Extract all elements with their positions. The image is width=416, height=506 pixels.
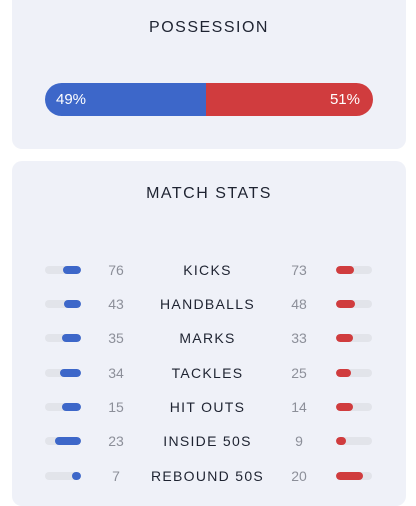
home-stat-bar [45,403,81,411]
away-stat-fill [336,266,354,274]
stat-label: HIT OUTS [169,399,246,415]
home-stat-value: 35 [108,330,124,346]
stat-row-handballs: 43 HANDBALLS 48 [12,294,406,318]
match-stats-card: MATCH STATS 76 KICKS 73 43 HANDBALLS 48 … [12,161,406,506]
home-stat-value: 7 [112,468,120,484]
away-stat-bar [336,266,372,274]
stat-row-rebound-50s: 7 REBOUND 50S 20 [12,466,406,490]
home-stat-fill [64,300,81,308]
home-stat-bar [45,472,81,480]
possession-away-segment: 51% [205,83,373,116]
away-stat-fill [336,369,352,377]
stat-label: MARKS [179,330,236,346]
home-stat-value: 43 [108,296,124,312]
stat-label: INSIDE 50S [163,433,252,449]
stat-row-marks: 35 MARKS 33 [12,328,406,352]
home-stat-bar [45,266,81,274]
home-stat-fill [62,266,81,274]
home-stat-bar [45,334,81,342]
home-stat-fill [62,403,81,411]
home-stat-bar [45,300,81,308]
away-stat-value: 33 [291,330,307,346]
home-stat-value: 34 [108,365,124,381]
stat-label: KICKS [183,262,232,278]
possession-title: POSSESSION [149,19,269,36]
away-stat-fill [336,300,355,308]
stat-label: REBOUND 50S [150,468,265,484]
stat-label: TACKLES [171,365,244,381]
home-stat-value: 15 [108,399,124,415]
stat-row-hit-outs: 15 HIT OUTS 14 [12,397,406,421]
stat-label: HANDBALLS [160,296,255,312]
home-stat-bar [45,437,81,445]
stat-row-tackles: 34 TACKLES 25 [12,363,406,387]
home-stat-bar [45,369,81,377]
away-stat-bar [336,403,372,411]
stat-row-kicks: 76 KICKS 73 [12,260,406,284]
possession-card: POSSESSION 49% 51% [12,0,406,149]
away-stat-value: 20 [291,468,307,484]
away-stat-fill [336,334,354,342]
possession-away-label: 51% [329,91,360,108]
home-stat-fill [71,472,81,480]
away-stat-value: 25 [291,365,307,381]
possession-home-label: 49% [56,91,87,108]
possession-bar: 49% 51% [45,83,373,116]
home-stat-fill [60,369,81,377]
away-stat-value: 48 [291,296,307,312]
away-stat-fill [336,472,363,480]
away-stat-value: 14 [291,399,307,415]
away-stat-bar [336,472,372,480]
match-stats-title: MATCH STATS [146,185,272,202]
stat-row-inside-50s: 23 INSIDE 50S 9 [12,431,406,455]
home-stat-value: 76 [108,262,124,278]
away-stat-value: 73 [291,262,307,278]
away-stat-fill [336,437,347,445]
home-stat-value: 23 [108,433,124,449]
home-stat-fill [55,437,81,445]
away-stat-bar [336,300,372,308]
away-stat-bar [336,437,372,445]
away-stat-fill [336,403,354,411]
away-stat-bar [336,334,372,342]
possession-home-segment: 49% [45,83,206,116]
home-stat-fill [62,334,81,342]
away-stat-bar [336,369,372,377]
away-stat-value: 9 [295,433,303,449]
